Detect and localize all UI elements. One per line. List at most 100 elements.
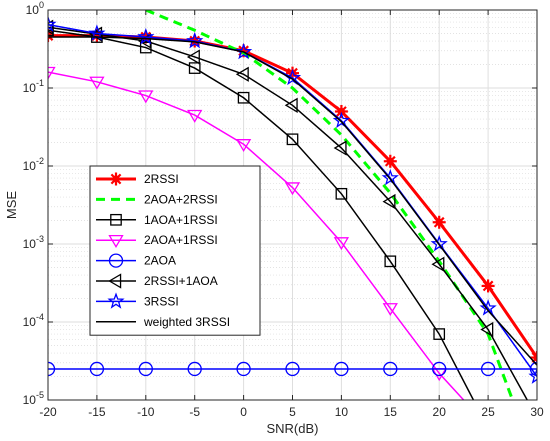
data-point-3rssi — [430, 234, 448, 252]
data-point-2aoa — [285, 361, 300, 377]
legend-label: 1AOA+1RSSI — [144, 213, 218, 227]
legend-entry-2rssi: 2RSSI — [96, 172, 179, 186]
y-tick-label: 10-1 — [23, 78, 44, 95]
x-tick-label: -10 — [137, 405, 155, 419]
data-point-2aoa-1rssi — [138, 90, 154, 104]
data-point-2aoa — [89, 361, 105, 377]
series-line-weighted-3rssi — [48, 36, 537, 366]
data-point-3rssi — [137, 27, 155, 45]
legend-entry-weighted-3rssi: weighted 3RSSI — [96, 315, 230, 329]
y-axis-label: MSE — [4, 191, 19, 220]
marker-spoke — [110, 173, 122, 185]
data-point-2rssi — [334, 104, 348, 118]
data-point-1aoa-1rssi — [286, 133, 299, 146]
legend-label: weighted 3RSSI — [143, 315, 230, 329]
data-point-3rssi — [48, 15, 57, 32]
data-point-2aoa-1rssi — [284, 182, 301, 196]
data-point-1aoa-1rssi — [237, 91, 250, 104]
legend-entry-2aoa-2rssi: 2AOA+2RSSI — [96, 192, 218, 206]
series-2aoa — [48, 361, 537, 377]
data-point-2rssi-1aoa — [138, 33, 152, 49]
x-tick-label: 0 — [240, 405, 247, 419]
data-point-3rssi — [528, 367, 537, 384]
data-point-2rssi-1aoa — [186, 49, 200, 65]
legend-marker — [108, 253, 124, 268]
data-point-2aoa-1rssi — [48, 66, 56, 80]
legend-entry-1aoa-1rssi: 1AOA+1RSSI — [96, 213, 218, 227]
legend-entry-2rssi-1aoa: 2RSSI+1AOA — [96, 273, 218, 289]
legend-label: 2RSSI — [144, 172, 179, 186]
data-point-2aoa-1rssi — [187, 109, 203, 123]
axis-ticks: -20 -15 -10 -5 0 5 10 15 20 25 30 100 10-1 10-2 10-3 10… — [23, 0, 544, 419]
data-point-2rssi — [383, 154, 397, 168]
series-2aoa-2rssi — [145, 10, 514, 400]
legend-label: 2RSSI+1AOA — [144, 274, 218, 288]
data-point-2rssi-1aoa — [48, 19, 54, 35]
y-tick-label: 10-4 — [23, 312, 44, 329]
data-point-2aoa — [236, 361, 251, 377]
data-point-2rssi-1aoa — [480, 321, 494, 338]
marker-spoke — [531, 352, 537, 360]
x-tick-label: 15 — [384, 405, 398, 419]
data-point-2aoa — [48, 361, 56, 377]
x-tick-label: -20 — [39, 405, 57, 419]
data-point-2rssi — [481, 279, 495, 293]
x-tick-label: 10 — [335, 405, 349, 419]
y-tick-label: 10-2 — [23, 156, 44, 173]
legend-entry-2aoa-1rssi: 2AOA+1RSSI — [96, 233, 218, 248]
data-point-2rssi-1aoa — [333, 140, 347, 156]
x-axis-label: SNR(dB) — [266, 421, 318, 436]
data-point-1aoa-1rssi — [188, 62, 201, 74]
data-point-2aoa-1rssi — [235, 139, 252, 153]
data-point-2aoa-1rssi — [89, 76, 105, 90]
marker-spoke — [384, 155, 396, 167]
data-point-2aoa — [432, 361, 447, 377]
y-tick-label: 10-5 — [23, 390, 44, 407]
series-2aoa-1rssi — [48, 66, 465, 400]
marker-spoke — [48, 34, 54, 41]
marker-spoke — [482, 280, 494, 292]
series-layer — [48, 10, 537, 400]
y-tick-label: 100 — [26, 0, 44, 17]
data-point-2aoa — [383, 361, 398, 377]
x-tick-label: 25 — [481, 405, 495, 419]
data-point-2aoa-1rssi — [333, 237, 350, 251]
legend-label: 2AOA — [144, 254, 176, 268]
legend-entry-2aoa: 2AOA — [96, 253, 176, 268]
data-point-1aoa-1rssi — [384, 255, 397, 268]
legend-label: 2AOA+1RSSI — [144, 233, 218, 247]
series-line-2aoa-1rssi — [48, 71, 465, 400]
data-point-2aoa-1rssi — [382, 303, 398, 317]
data-point-3rssi — [234, 42, 253, 60]
x-tick-label: 5 — [289, 405, 296, 419]
legend: 2RSSI 2AOA+2RSSI 1AOA+1RSSI 2AOA+1RSSI 2AOA 2… — [89, 165, 261, 336]
series-line-1aoa-1rssi — [48, 29, 475, 400]
data-point-2rssi-1aoa — [235, 66, 249, 82]
data-point-2aoa — [334, 361, 349, 377]
x-tick-label: 20 — [433, 405, 447, 419]
data-point-2aoa — [529, 361, 537, 377]
legend-marker — [108, 234, 124, 248]
data-point-3rssi — [332, 111, 351, 129]
legend-marker — [109, 172, 123, 186]
data-point-2aoa — [480, 361, 496, 377]
data-point-1aoa-1rssi — [335, 187, 348, 200]
data-point-2aoa — [187, 361, 202, 377]
data-point-2rssi-1aoa — [382, 193, 396, 210]
legend-marker — [108, 273, 122, 289]
marker-spoke — [336, 106, 347, 117]
legend-label: 2AOA+2RSSI — [144, 192, 218, 206]
legend-label: 3RSSI — [144, 294, 179, 308]
data-point-2rssi-1aoa — [431, 256, 445, 272]
data-point-2aoa — [138, 361, 153, 377]
series-weighted-3rssi — [48, 36, 537, 366]
y-tick-label: 10-3 — [23, 234, 44, 251]
legend-marker — [107, 292, 125, 309]
data-point-1aoa-1rssi — [433, 328, 446, 340]
x-tick-label: -5 — [189, 405, 200, 419]
legend-entry-3rssi: 3RSSI — [96, 292, 179, 309]
legend-box — [89, 165, 261, 336]
x-tick-label: 30 — [530, 405, 544, 419]
data-point-2rssi-1aoa — [284, 97, 298, 113]
